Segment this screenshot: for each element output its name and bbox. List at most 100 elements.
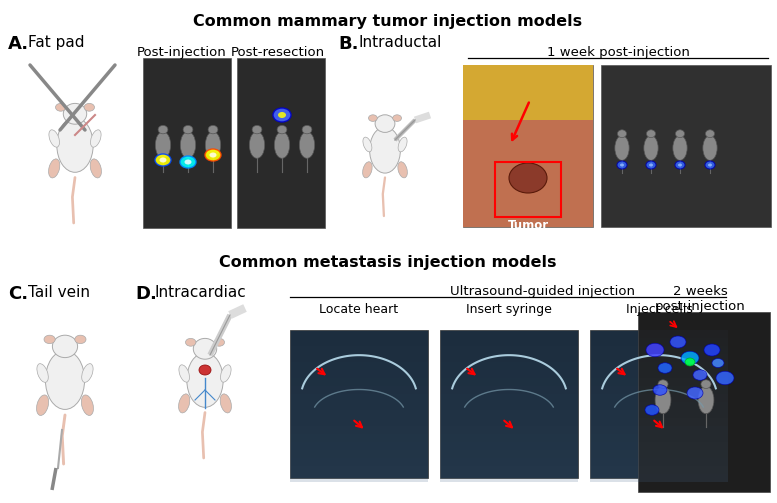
Ellipse shape [649,163,653,166]
Bar [290,338,428,346]
Text: Inject cells: Inject cells [625,303,692,316]
Ellipse shape [90,130,101,147]
Bar [463,65,593,120]
Ellipse shape [252,125,262,134]
Text: D.: D. [135,285,157,303]
Ellipse shape [49,130,60,147]
Ellipse shape [658,380,668,388]
Ellipse shape [199,365,211,375]
Bar [290,354,428,362]
Bar [590,394,728,402]
Bar [440,378,578,386]
Bar [590,386,728,394]
Ellipse shape [716,371,734,385]
Ellipse shape [398,162,407,178]
Text: Ultrasound-guided injection: Ultrasound-guided injection [451,285,636,298]
Ellipse shape [646,161,656,169]
Ellipse shape [681,351,699,365]
Ellipse shape [708,163,712,166]
Text: Tumor: Tumor [507,219,549,232]
Bar [463,120,593,227]
Text: Common metastasis injection models: Common metastasis injection models [219,255,557,270]
Bar [290,386,428,394]
Ellipse shape [55,104,66,111]
Ellipse shape [368,115,378,121]
Ellipse shape [249,132,265,158]
Bar [590,330,728,478]
Text: Locate heart: Locate heart [319,303,399,316]
Ellipse shape [184,159,191,164]
Bar [290,402,428,410]
Ellipse shape [615,136,629,160]
Text: 1 week post-injection: 1 week post-injection [546,46,689,59]
Bar [590,378,728,386]
Bar [290,418,428,426]
Bar [290,410,428,418]
Text: A.: A. [8,35,29,53]
Bar [290,474,428,482]
Ellipse shape [84,104,95,111]
Bar [590,434,728,442]
Ellipse shape [646,130,656,138]
Text: Fat pad: Fat pad [28,35,85,50]
Ellipse shape [90,159,102,178]
Ellipse shape [45,351,85,409]
Ellipse shape [186,339,196,346]
Bar [440,362,578,370]
Ellipse shape [704,344,720,356]
Bar [440,394,578,402]
Bar [290,330,428,338]
Ellipse shape [658,363,672,373]
Bar [440,450,578,458]
Ellipse shape [678,163,682,166]
Ellipse shape [274,132,290,158]
Text: Post-injection: Post-injection [137,46,227,59]
Bar [590,354,728,362]
Ellipse shape [159,157,166,162]
Bar [440,434,578,442]
Ellipse shape [82,364,93,382]
Ellipse shape [705,161,715,169]
Ellipse shape [155,154,171,166]
Bar [590,402,728,410]
Bar [440,458,578,466]
Ellipse shape [205,132,221,158]
Bar [290,346,428,354]
Ellipse shape [675,161,685,169]
Bar [638,312,770,492]
Ellipse shape [618,130,626,138]
Ellipse shape [375,115,395,132]
Ellipse shape [685,358,695,366]
Ellipse shape [220,394,232,413]
Bar [440,346,578,354]
Ellipse shape [37,364,48,382]
Ellipse shape [193,339,217,359]
Text: B.: B. [338,35,358,53]
Bar [495,162,561,217]
Bar [590,426,728,434]
Bar [440,386,578,394]
Ellipse shape [278,112,286,118]
Bar [440,410,578,418]
Bar [590,346,728,354]
Ellipse shape [617,161,627,169]
Bar [290,362,428,370]
Ellipse shape [221,365,231,382]
Ellipse shape [673,136,687,160]
Bar [440,330,578,478]
Ellipse shape [646,343,664,357]
Ellipse shape [712,359,724,368]
Bar [440,402,578,410]
Ellipse shape [620,163,624,166]
Text: Common mammary tumor injection models: Common mammary tumor injection models [193,14,583,29]
Bar [290,458,428,466]
Ellipse shape [398,137,407,152]
Bar [590,338,728,346]
Ellipse shape [49,159,60,178]
Bar [590,418,728,426]
Ellipse shape [210,152,217,157]
Bar [440,466,578,474]
Ellipse shape [703,136,717,160]
Ellipse shape [363,162,372,178]
Ellipse shape [44,335,55,344]
